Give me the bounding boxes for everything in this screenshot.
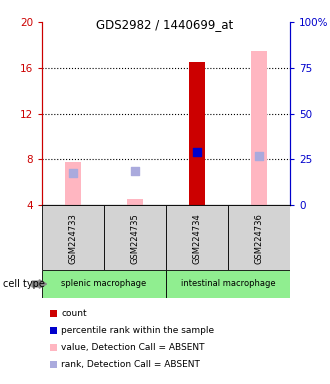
Bar [42, 205, 104, 270]
Text: GSM224733: GSM224733 [69, 214, 78, 264]
Bar [166, 270, 290, 298]
Text: GDS2982 / 1440699_at: GDS2982 / 1440699_at [96, 18, 234, 31]
Bar [189, 62, 205, 205]
Point [70, 170, 76, 176]
Point [132, 167, 138, 174]
Text: rank, Detection Call = ABSENT: rank, Detection Call = ABSENT [61, 360, 200, 369]
Text: percentile rank within the sample: percentile rank within the sample [61, 326, 214, 335]
Point [194, 149, 200, 155]
Text: splenic macrophage: splenic macrophage [61, 280, 147, 288]
Bar [65, 162, 81, 205]
Text: GSM224735: GSM224735 [130, 214, 140, 264]
Point [256, 153, 262, 159]
Bar [104, 205, 166, 270]
Bar [251, 51, 267, 205]
Bar [127, 199, 143, 205]
Bar [42, 270, 166, 298]
Text: GSM224734: GSM224734 [192, 214, 202, 264]
Text: GSM224736: GSM224736 [254, 214, 263, 264]
Text: value, Detection Call = ABSENT: value, Detection Call = ABSENT [61, 343, 205, 352]
Bar [166, 205, 228, 270]
Bar [228, 205, 290, 270]
Text: count: count [61, 309, 86, 318]
Text: intestinal macrophage: intestinal macrophage [181, 280, 275, 288]
Text: cell type: cell type [3, 279, 45, 289]
